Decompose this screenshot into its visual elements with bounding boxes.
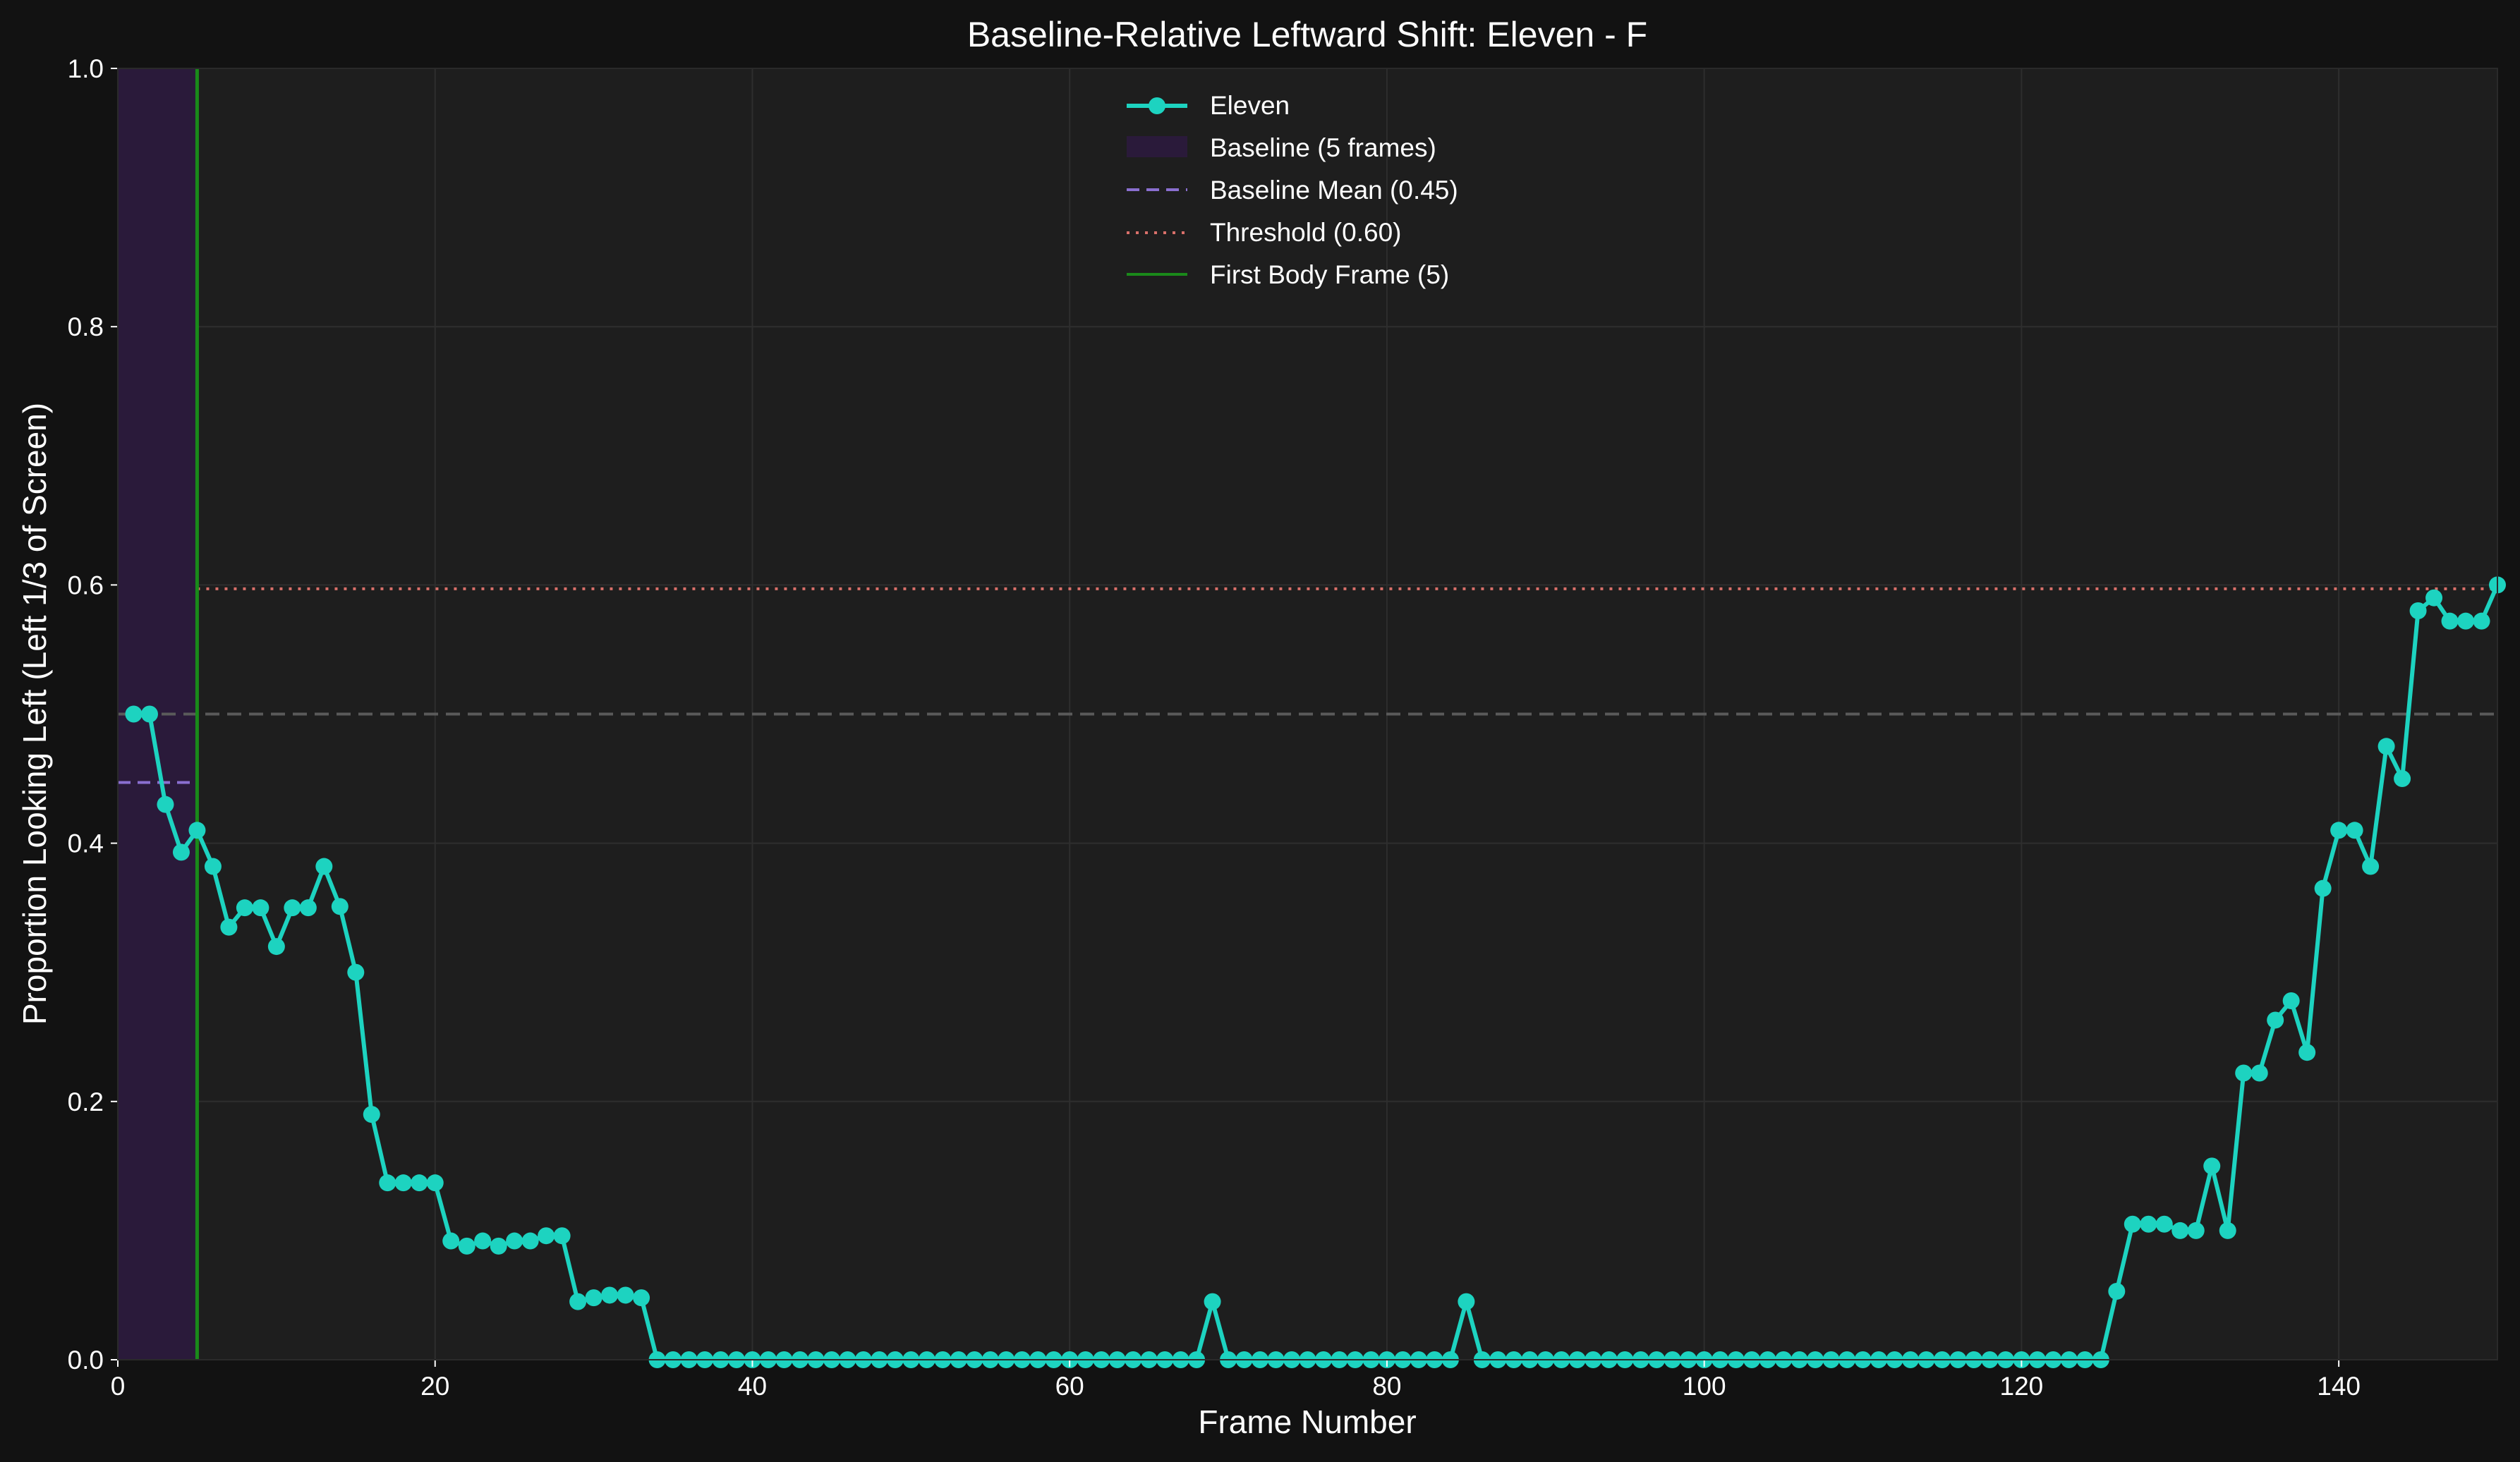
x-tick-label: 140 [2317,1372,2361,1401]
data-point [2140,1215,2157,1233]
data-point [2409,602,2427,620]
data-point [426,1174,444,1192]
data-point [204,858,222,875]
legend-baseline-label: Baseline (5 frames) [1210,133,1436,162]
legend-entry-baseline: Baseline (5 frames) [1127,133,1436,162]
data-point [2203,1157,2221,1175]
data-point [2362,858,2380,875]
data-point [617,1286,634,1304]
data-point [2425,589,2443,607]
y-tick-label: 0.4 [68,829,104,858]
x-tick-label: 0 [111,1372,126,1401]
x-tick-label: 120 [2000,1372,2044,1401]
x-tick-label: 40 [738,1372,767,1401]
data-point [125,705,143,723]
data-point [236,899,253,917]
legend-baseline-mean-label: Baseline Mean (0.45) [1210,176,1458,205]
data-point [315,858,333,875]
legend: Eleven Baseline (5 frames) Baseline Mean… [1127,91,1458,289]
data-point [2108,1282,2126,1300]
data-point [1204,1293,1221,1310]
x-tick-label: 80 [1372,1372,1401,1401]
chart-title: Baseline-Relative Leftward Shift: Eleven… [967,15,1647,54]
data-point [267,938,285,956]
data-point [2441,612,2459,630]
data-point [442,1232,460,1250]
legend-entry-baseline-mean: Baseline Mean (0.45) [1127,176,1458,205]
data-point [2155,1215,2173,1233]
data-point [553,1227,571,1245]
legend-entry-threshold: Threshold (0.60) [1127,218,1401,247]
data-point [538,1227,555,1245]
data-point [490,1237,507,1255]
y-tick-label: 0.8 [68,312,104,341]
y-tick-label: 0.0 [68,1346,104,1375]
y-tick-label: 1.0 [68,54,104,83]
data-point [633,1289,650,1307]
data-point [157,796,174,813]
data-point [458,1237,475,1255]
data-point [2377,738,2395,755]
data-point [2282,992,2300,1009]
legend-first-body-frame-label: First Body Frame (5) [1210,260,1449,289]
x-tick-label: 60 [1055,1372,1084,1401]
y-axis-label: Proportion Looking Left (Left 1/3 of Scr… [16,403,53,1025]
data-point [569,1293,587,1310]
axis-ticks: 0 20 40 60 80 100 120 140 0.0 0.2 0.4 0.6 0.8 1.0 [68,54,2498,1401]
data-point [188,822,206,839]
data-point [2457,612,2475,630]
data-point [2346,822,2363,839]
legend-entry-first-body-frame: First Body Frame (5) [1127,260,1449,289]
data-point [2330,822,2348,839]
data-point [2235,1064,2253,1082]
data-point [2473,612,2490,630]
x-tick-label: 20 [420,1372,449,1401]
data-point [2251,1064,2268,1082]
data-point [506,1232,523,1250]
data-point [140,705,158,723]
data-point [601,1286,619,1304]
data-point [2267,1011,2284,1029]
data-point [411,1174,428,1192]
data-point [172,843,190,861]
x-axis-label: Frame Number [1198,1403,1416,1440]
legend-eleven-label: Eleven [1210,91,1290,120]
x-tick-label: 100 [1683,1372,1726,1401]
data-point [1458,1293,1475,1310]
data-point [347,963,365,981]
data-point [2394,770,2411,788]
data-point [2124,1215,2141,1233]
data-point [284,899,301,917]
data-point [394,1174,412,1192]
data-point [474,1232,492,1250]
y-tick-label: 0.6 [68,571,104,599]
data-point [2171,1222,2189,1239]
legend-entry-eleven: Eleven [1127,91,1290,120]
data-point [379,1174,396,1192]
legend-threshold-label: Threshold (0.60) [1210,218,1401,247]
data-point [2219,1222,2236,1239]
axes-frame [117,68,2498,1360]
data-point [521,1232,539,1250]
data-point [331,898,349,915]
y-tick-label: 0.2 [68,1088,104,1116]
reference-lines [118,68,2497,1360]
data-point [220,918,238,936]
data-point [363,1106,380,1123]
data-point [299,899,317,917]
legend-baseline-swatch [1127,136,1187,157]
data-point [2298,1044,2316,1061]
data-point [585,1289,602,1307]
data-point [2314,879,2332,897]
data-point [252,899,269,917]
legend-eleven-marker [1149,97,1165,114]
data-point [2187,1222,2205,1239]
